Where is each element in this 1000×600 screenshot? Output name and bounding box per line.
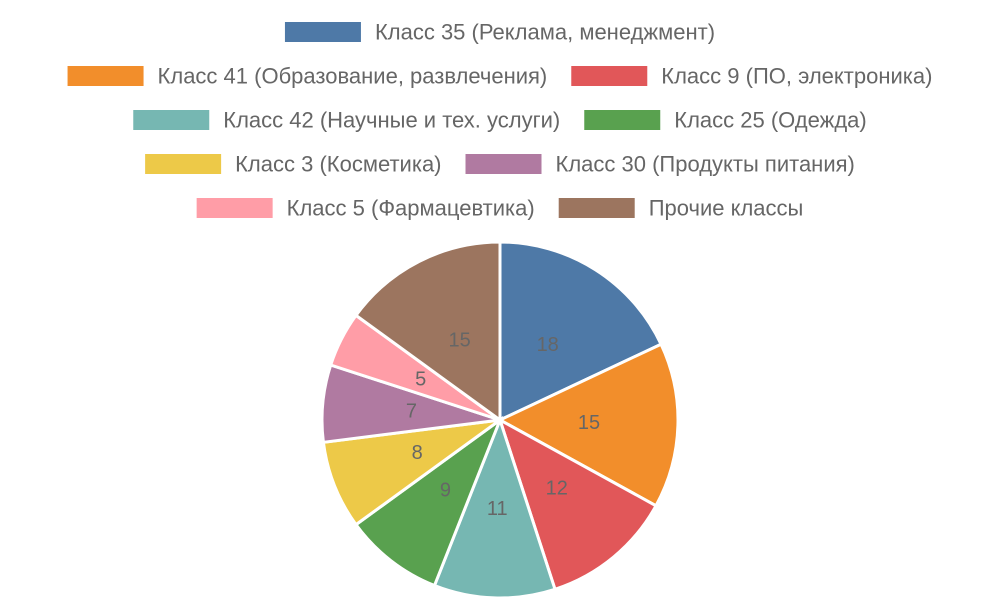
legend-swatch-0[interactable] — [284, 22, 361, 42]
slice-value-label-7: 5 — [415, 369, 426, 391]
pie-slice-2[interactable] — [497, 416, 659, 592]
legend-swatch-8[interactable] — [558, 198, 635, 218]
slice-value-label-8: 15 — [448, 330, 470, 352]
pie-slice-0[interactable] — [498, 240, 664, 423]
pie-slice-3[interactable] — [432, 415, 557, 600]
legend-label-0[interactable]: Класс 35 (Реклама, менеджмент) — [375, 20, 715, 45]
legend-label-7[interactable]: Класс 5 (Фармацевтика) — [287, 196, 535, 221]
legend-swatch-3[interactable] — [133, 110, 210, 130]
slice-value-label-3: 11 — [487, 498, 508, 520]
legend-label-6[interactable]: Класс 30 (Продукты питания) — [556, 152, 855, 177]
pie-slice-1[interactable] — [496, 342, 680, 508]
slice-value-label-5: 8 — [412, 442, 423, 464]
legend-swatch-5[interactable] — [145, 154, 222, 174]
pie-slice-8[interactable] — [353, 240, 502, 423]
pie-slice-5[interactable] — [321, 418, 501, 527]
slice-value-label-6: 7 — [406, 401, 417, 423]
slice-value-label-1: 15 — [578, 412, 600, 434]
legend-label-3[interactable]: Класс 42 (Научные и тех. услуги) — [223, 108, 560, 133]
slice-value-label-4: 9 — [440, 479, 451, 501]
legend-swatch-2[interactable] — [571, 66, 648, 86]
legend-label-4[interactable]: Класс 25 (Одежда) — [674, 108, 866, 133]
pie-slices — [320, 240, 680, 600]
legend-label-1[interactable]: Класс 41 (Образование, развлечения) — [158, 64, 548, 89]
pie-slice-4[interactable] — [353, 415, 504, 588]
legend-swatch-4[interactable] — [584, 110, 661, 130]
legend: Класс 35 (Реклама, менеджмент) Класс 41 (… — [67, 20, 932, 221]
legend-label-2[interactable]: Класс 9 (ПО, электроника) — [661, 64, 932, 89]
slice-labels: 18 15 12 11 98 7 5 15 — [406, 330, 600, 520]
legend-swatch-7[interactable] — [196, 198, 273, 218]
slice-value-label-2: 12 — [546, 478, 568, 500]
legend-label-8[interactable]: Прочие классы — [649, 196, 804, 221]
legend-label-5[interactable]: Класс 3 (Косметика) — [235, 152, 441, 177]
slice-value-label-0: 18 — [537, 334, 559, 356]
legend-swatch-1[interactable] — [67, 66, 144, 86]
legend-swatch-6[interactable] — [465, 154, 542, 174]
